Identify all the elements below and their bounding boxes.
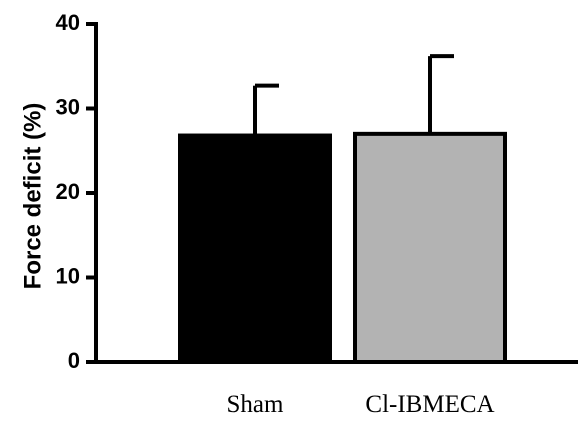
- y-tick-label: 30: [56, 94, 80, 119]
- bar-sham: [178, 133, 332, 364]
- chart-bars: [178, 131, 507, 364]
- y-tick-label: 0: [68, 348, 80, 373]
- y-tick-label: 20: [56, 179, 80, 204]
- category-label-sham: Sham: [227, 391, 285, 418]
- y-tick-label: 10: [56, 263, 80, 288]
- y-axis-ticks: 0 10 20 30 40: [56, 10, 96, 373]
- bar-cl-ibmeca: [353, 131, 507, 364]
- category-label-cl-ibmeca: Cl-IBMECA: [365, 391, 494, 418]
- y-tick-label: 40: [56, 10, 80, 35]
- x-axis-category-labels: Sham Cl-IBMECA: [227, 391, 495, 418]
- y-axis-label: Force deficit (%): [19, 103, 46, 290]
- error-bars: [253, 54, 454, 136]
